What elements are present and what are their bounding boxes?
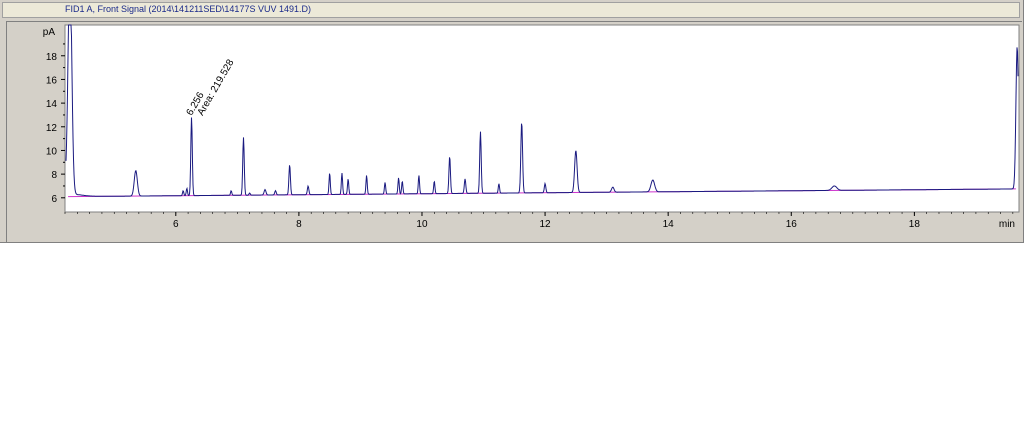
- x-tick-label: 8: [296, 219, 302, 230]
- y-tick-label: 12: [46, 123, 58, 134]
- y-tick-label: 18: [46, 52, 58, 63]
- plot-area: [64, 24, 1020, 213]
- chromatogram-window: FID1 A, Front Signal (2014\141211SED\141…: [0, 0, 1024, 243]
- signal-trace: [65, 24, 1019, 197]
- x-tick-label: 18: [909, 219, 921, 230]
- x-tick-label: 12: [540, 219, 552, 230]
- x-tick-label: 10: [416, 219, 428, 230]
- x-tick-label: 16: [786, 219, 798, 230]
- signal-title-bar: FID1 A, Front Signal (2014\141211SED\141…: [2, 2, 1020, 18]
- y-tick-label: 6: [51, 194, 57, 205]
- plot-panel: 6 8 10 12 14 16 18 pA 6 8 10 12 14 16 18 min 6.256 Area: …: [6, 21, 1022, 242]
- signal-title: FID1 A, Front Signal (2014\141211SED\141…: [65, 4, 311, 14]
- x-tick-label: 14: [663, 219, 675, 230]
- y-tick-label: 16: [46, 75, 58, 86]
- y-axis-label: pA: [43, 27, 56, 38]
- y-tick-label: 10: [46, 146, 58, 157]
- x-tick-label: 6: [173, 219, 179, 230]
- y-tick-label: 8: [51, 170, 57, 181]
- x-axis-label: min: [999, 219, 1015, 230]
- y-tick-label: 14: [46, 99, 58, 110]
